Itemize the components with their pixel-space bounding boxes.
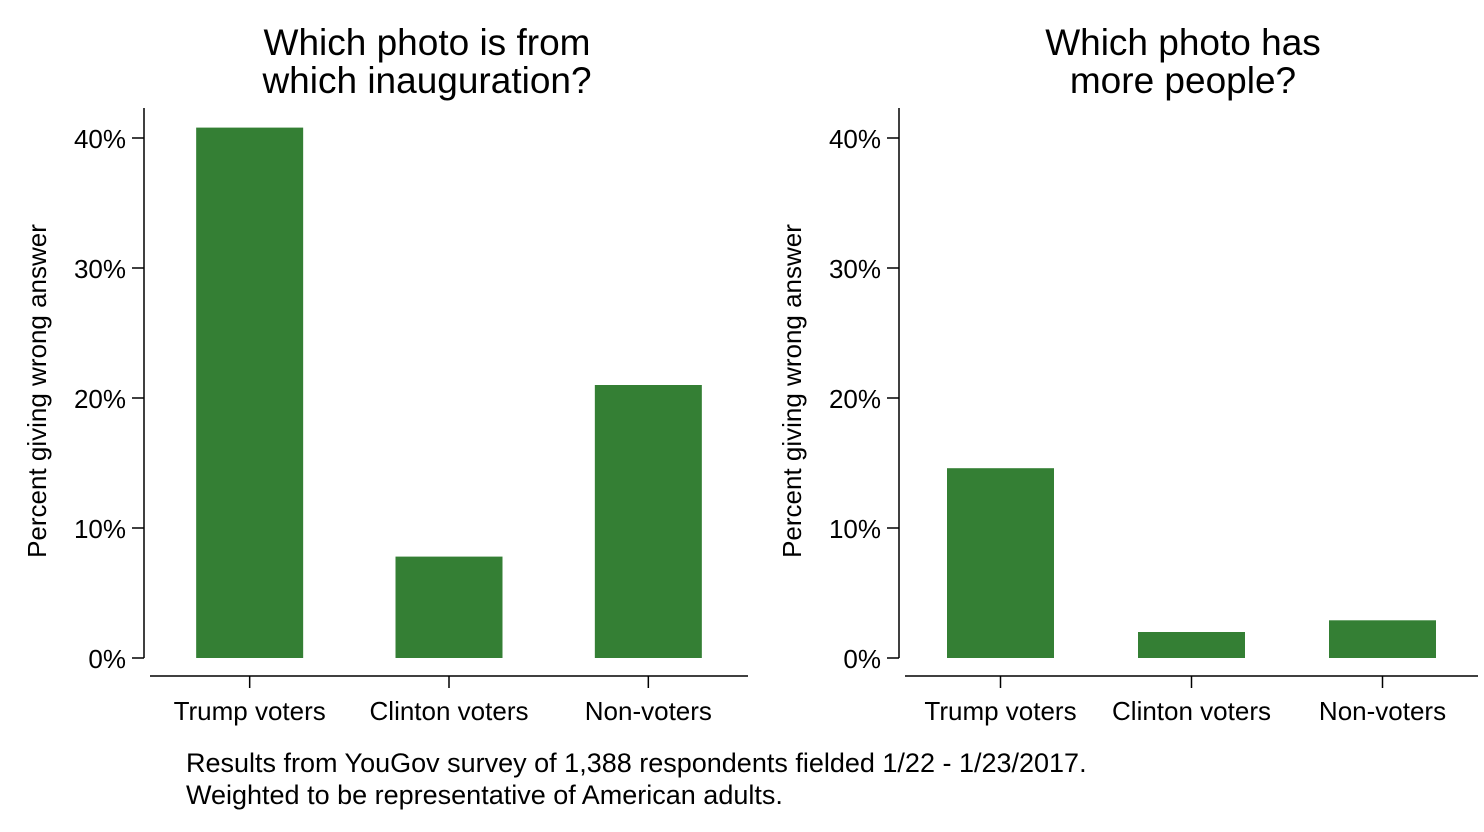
- x-tick-label: Trump voters: [174, 696, 326, 726]
- x-tick-label: Clinton voters: [370, 696, 529, 726]
- x-tick-label: Non-voters: [585, 696, 712, 726]
- y-tick-label: 40%: [829, 124, 881, 154]
- y-tick-label: 20%: [74, 384, 126, 414]
- chart-title: Which photo is from which inauguration?: [261, 22, 591, 101]
- bar: [1138, 632, 1245, 658]
- y-tick-label: 0%: [88, 644, 126, 674]
- chart-panel-1: Which photo is from which inauguration? 0%…: [22, 22, 748, 726]
- x-tick-label: Non-voters: [1319, 696, 1446, 726]
- chart-title-line: Which photo is from: [264, 22, 591, 63]
- x-tick-label: Clinton voters: [1112, 696, 1271, 726]
- x-tick-label: Trump voters: [924, 696, 1076, 726]
- chart-title-line: Which photo has: [1045, 22, 1321, 63]
- bar: [395, 556, 503, 658]
- bar: [947, 468, 1054, 658]
- y-tick-label: 30%: [74, 254, 126, 284]
- footnote-line-1: Results from YouGov survey of 1,388 resp…: [186, 748, 1087, 778]
- y-tick-label: 10%: [829, 514, 881, 544]
- chart-title-line: which inauguration?: [261, 60, 591, 101]
- chart-title-line: more people?: [1070, 60, 1296, 101]
- footnote-line-2: Weighted to be representative of America…: [186, 780, 783, 810]
- y-axis-label: Percent giving wrong answer: [777, 224, 807, 558]
- bar: [1329, 620, 1436, 658]
- bar: [196, 127, 304, 659]
- y-tick-label: 30%: [829, 254, 881, 284]
- y-tick-label: 0%: [843, 644, 881, 674]
- y-axis-label: Percent giving wrong answer: [22, 224, 52, 558]
- footnote: Results from YouGov survey of 1,388 resp…: [186, 747, 1087, 811]
- chart-panel-2: Which photo has more people? 0% 10% 20% 30% 40…: [777, 22, 1478, 726]
- y-tick-label: 40%: [74, 124, 126, 154]
- chart-title: Which photo has more people?: [1045, 22, 1321, 101]
- bar: [594, 385, 702, 658]
- y-tick-label: 20%: [829, 384, 881, 414]
- y-tick-label: 10%: [74, 514, 126, 544]
